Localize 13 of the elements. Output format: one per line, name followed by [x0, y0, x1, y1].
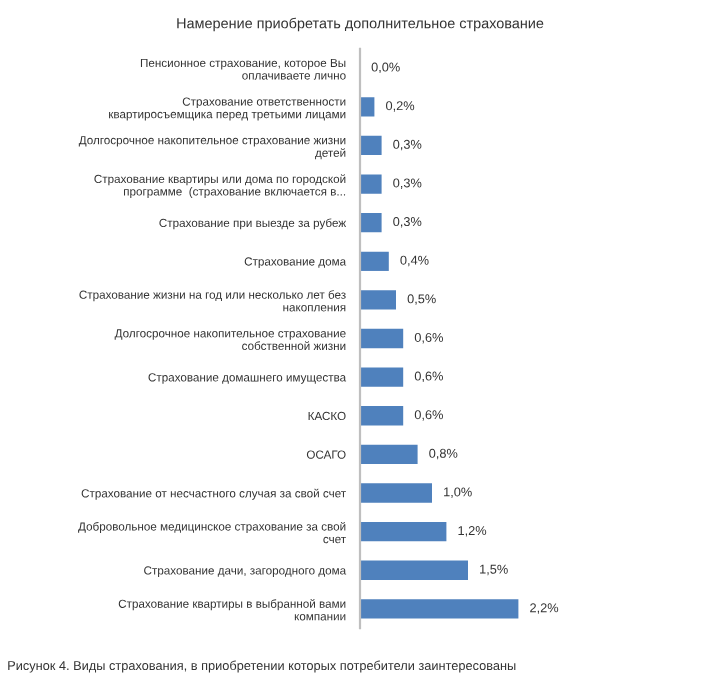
bar: [360, 290, 396, 310]
bar: [360, 406, 404, 426]
bar: [360, 599, 519, 619]
bar: [360, 135, 382, 156]
bar: [360, 444, 418, 465]
bar: [360, 328, 404, 349]
bar: [360, 174, 382, 194]
bar: [360, 521, 447, 542]
bar: [360, 213, 382, 233]
bar: [360, 483, 432, 503]
bar: [360, 560, 468, 580]
bar: [360, 251, 389, 271]
bar: [360, 367, 404, 387]
